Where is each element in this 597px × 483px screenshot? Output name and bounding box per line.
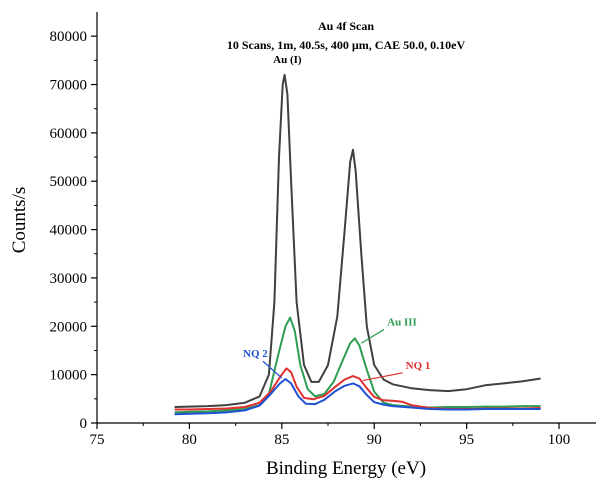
- x-tick-label: 80: [182, 432, 197, 448]
- annotation-leader-3: [363, 372, 403, 382]
- annotation-label-4: NQ 2: [243, 348, 268, 360]
- annotation-label-1: Au (I): [273, 54, 302, 66]
- chart-title: Au 4f Scan: [318, 19, 374, 33]
- y-axis-title: Counts/s: [9, 187, 30, 254]
- x-tick-label: 75: [90, 432, 105, 448]
- y-tick-label: 10000: [50, 368, 88, 384]
- series-layer: [174, 73, 541, 416]
- y-tick-label: 80000: [50, 29, 88, 45]
- x-tick-label: 95: [459, 432, 474, 448]
- annotations-layer: Au (I) Au III NQ 1 NQ 2: [243, 54, 431, 382]
- series-line-2: [174, 316, 541, 414]
- y-tick-label: 0: [80, 416, 88, 432]
- annotation-leader-4: [262, 360, 283, 379]
- x-tick-label: 85: [274, 432, 289, 448]
- annotation-label-2: Au III: [387, 316, 417, 328]
- x-tick-label: 100: [548, 432, 571, 448]
- chart-subtitle: 10 Scans, 1m, 40.5s, 400 µm, CAE 50.0, 0…: [227, 38, 466, 52]
- x-axis-title: Binding Energy (eV): [266, 458, 426, 479]
- series-line-4: [174, 378, 541, 416]
- annotation-label-3: NQ 1: [406, 360, 431, 372]
- y-tick-label: 70000: [50, 78, 88, 94]
- annotation-leader-2: [360, 328, 385, 344]
- x-tick-label: 90: [367, 432, 382, 448]
- series-line-3: [174, 367, 541, 411]
- y-tick-label: 60000: [50, 126, 88, 142]
- series-line-1: [174, 73, 541, 408]
- y-tick-label: 40000: [50, 223, 88, 239]
- y-tick-label: 30000: [50, 271, 88, 287]
- ticks-layer: 75 80 85 90 95 100 0 10000 20000 30000 40000 50000 6…: [50, 29, 571, 448]
- y-tick-label: 20000: [50, 319, 88, 335]
- y-tick-label: 50000: [50, 174, 88, 190]
